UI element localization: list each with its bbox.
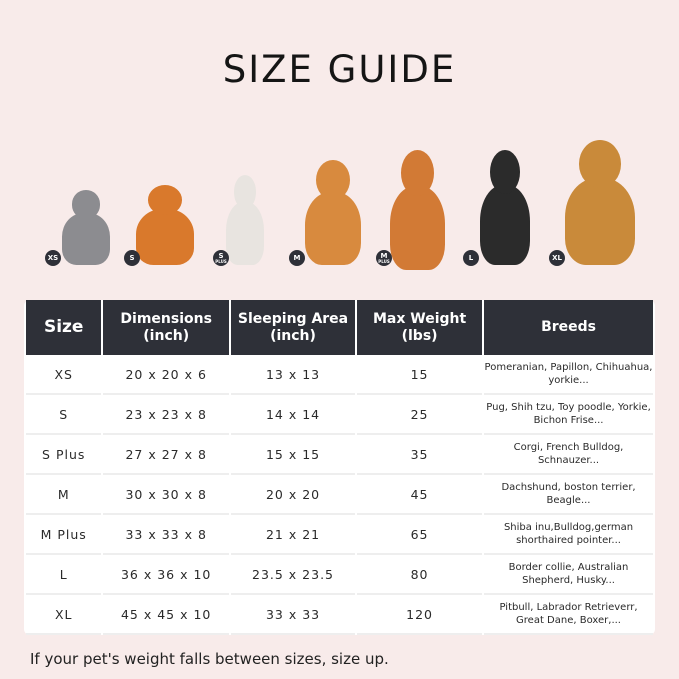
pet-head: [147, 185, 183, 216]
table-cell: Pomeranian, Papillon, Chihuahua, yorkie.…: [484, 355, 653, 395]
table-row: M Plus 33 x 33 x 8 21 x 21 65 Shiba inu,Bull…: [26, 515, 653, 555]
table-cell: Pitbull, Labrador Retrieverr, Great Dane…: [484, 595, 653, 635]
size-badge: M PLUS: [376, 250, 392, 266]
pet-head: [579, 140, 621, 188]
column-header: Max Weight (lbs): [357, 300, 483, 355]
pet-image: [565, 177, 635, 265]
table-cell: S: [26, 395, 102, 435]
table-cell: Corgi, French Bulldog, Schnauzer...: [484, 435, 653, 475]
pet-image: [136, 209, 194, 265]
table-cell: S Plus: [26, 435, 102, 475]
table-cell: 20 x 20: [230, 475, 356, 515]
size-badge-label: L: [468, 253, 474, 262]
table-row: L 36 x 36 x 10 23.5 x 23.5 80 Border collie,…: [26, 555, 653, 595]
table-cell: 65: [357, 515, 483, 555]
table-cell: 23 x 23 x 8: [103, 395, 229, 435]
sizing-note: If your pet's weight falls between sizes…: [30, 650, 389, 668]
table-row: XS 20 x 20 x 6 13 x 13 15 Pomeranian, Papill…: [26, 355, 653, 395]
table-cell: 36 x 36 x 10: [103, 555, 229, 595]
table-cell: Pug, Shih tzu, Toy poodle, Yorkie, Bicho…: [484, 395, 653, 435]
size-badge: XS: [45, 250, 61, 266]
table-cell: 33 x 33: [230, 595, 356, 635]
table-cell: XL: [26, 595, 102, 635]
pet-head: [316, 160, 350, 200]
size-badge-label: XS: [47, 253, 59, 262]
table-cell: M Plus: [26, 515, 102, 555]
size-table: Size Dimensions (inch) Sleeping Area (inch…: [24, 300, 655, 635]
table-cell: 35: [357, 435, 483, 475]
table-cell: Dachshund, boston terrier, Beagle...: [484, 475, 653, 515]
pet-head: [401, 150, 434, 196]
pet-image: [62, 212, 110, 265]
table-cell: 21 x 21: [230, 515, 356, 555]
column-header: Dimensions (inch): [103, 300, 229, 355]
table-cell: Shiba inu,Bulldog,german shorthaired poi…: [484, 515, 653, 555]
size-badge: XL: [549, 250, 565, 266]
size-badge-label: S: [129, 253, 135, 262]
table-cell: XS: [26, 355, 102, 395]
page-title: SIZE GUIDE: [222, 48, 457, 91]
table-cell: 80: [357, 555, 483, 595]
pet-image: [390, 186, 445, 270]
size-badge-label: M: [380, 251, 388, 260]
table-cell: 20 x 20 x 6: [103, 355, 229, 395]
table-cell: 30 x 30 x 8: [103, 475, 229, 515]
pet-image: [305, 191, 361, 265]
size-badge: M: [289, 250, 305, 266]
table-row: M 30 x 30 x 8 20 x 20 45 Dachshund, boston t…: [26, 475, 653, 515]
pet-head: [71, 190, 101, 219]
size-badge: S PLUS: [213, 250, 229, 266]
column-header: Sleeping Area (inch): [230, 300, 356, 355]
column-header: Breeds: [484, 300, 653, 355]
size-badge: L: [463, 250, 479, 266]
size-badge-label: S: [218, 251, 224, 260]
pet-head: [490, 150, 520, 194]
pet-image: [226, 202, 264, 265]
table-cell: 120: [357, 595, 483, 635]
table-row: XL 45 x 45 x 10 33 x 33 120 Pitbull, Labrado…: [26, 595, 653, 635]
table-cell: 45: [357, 475, 483, 515]
size-badge-plus: PLUS: [215, 258, 227, 264]
table-cell: 13 x 13: [230, 355, 356, 395]
size-badge-label: M: [293, 253, 301, 262]
size-badge-label: XL: [552, 253, 562, 262]
table-cell: 25: [357, 395, 483, 435]
pet-image: [480, 184, 530, 265]
size-badge-plus: PLUS: [378, 258, 390, 264]
table-row: S Plus 27 x 27 x 8 15 x 15 35 Corgi, French …: [26, 435, 653, 475]
table-row: S 23 x 23 x 8 14 x 14 25 Pug, Shih tzu, Toy …: [26, 395, 653, 435]
table-cell: Border collie, Australian Shepherd, Husk…: [484, 555, 653, 595]
table-cell: 23.5 x 23.5: [230, 555, 356, 595]
table-cell: L: [26, 555, 102, 595]
table-cell: 27 x 27 x 8: [103, 435, 229, 475]
table-cell: 45 x 45 x 10: [103, 595, 229, 635]
column-header: Size: [26, 300, 102, 355]
table-cell: 15 x 15: [230, 435, 356, 475]
table-cell: 33 x 33 x 8: [103, 515, 229, 555]
table-cell: 14 x 14: [230, 395, 356, 435]
table-cell: 15: [357, 355, 483, 395]
size-badge: S: [124, 250, 140, 266]
table-cell: M: [26, 475, 102, 515]
pet-head: [233, 175, 257, 210]
